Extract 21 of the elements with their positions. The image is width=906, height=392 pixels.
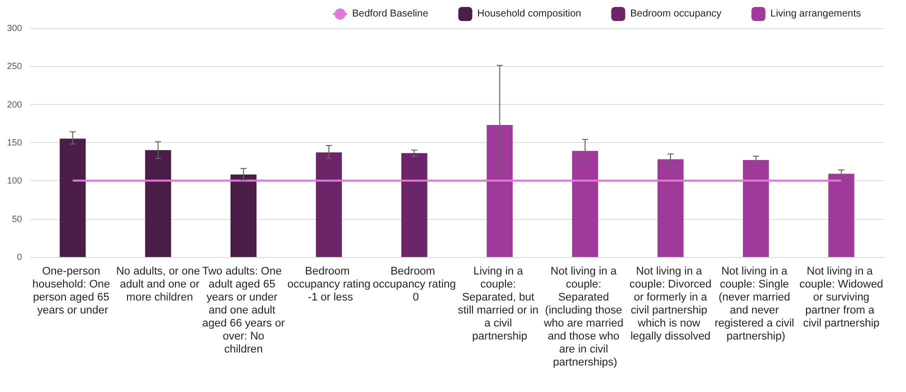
x-tick-label: Not living in a couple: Divorced or formerly in a civil partnership which is now legally dissolved	[630, 266, 712, 342]
x-tick-label: Not living in a couple: Single (never married and never registered a civil partnership)	[714, 266, 798, 342]
x-tick-label: Bedroom occupancy rating 0	[372, 266, 456, 304]
y-tick-label: 300	[6, 23, 22, 33]
legend-label: Living arrangements	[770, 8, 862, 20]
legend-label: Bedroom occupancy	[630, 8, 722, 20]
x-tick-label: Not living in a couple: Separated (including those who are married and those who are in civil partnerships)	[542, 266, 626, 368]
y-tick-label: 100	[6, 176, 22, 186]
x-tick-label: Bedroom occupancy rating -1 or less	[287, 266, 370, 304]
y-tick-label: 250	[6, 61, 22, 72]
x-tick-label: Not living in a couple: Widowed or surviving partner from a civil partnership	[799, 266, 884, 330]
x-tick-label: One-person household: One person aged 65 years or under	[32, 266, 114, 316]
legend-label: Household composition	[477, 8, 582, 20]
x-tick-label: Two adults: One adult aged 65 years or under and one adult aged 66 years or over: No children	[202, 266, 286, 356]
x-tick-label: No adults, or one adult and one or more children	[116, 266, 200, 304]
x-tick-label: Living in a couple: Separated, but still married or in a civil partnership	[458, 266, 542, 342]
y-tick-label: 200	[6, 99, 22, 110]
legend-label: Bedford Baseline	[352, 8, 429, 20]
y-tick-label: 150	[6, 138, 22, 148]
y-tick-label: 50	[12, 214, 22, 224]
y-tick-label: 0	[16, 252, 22, 262]
